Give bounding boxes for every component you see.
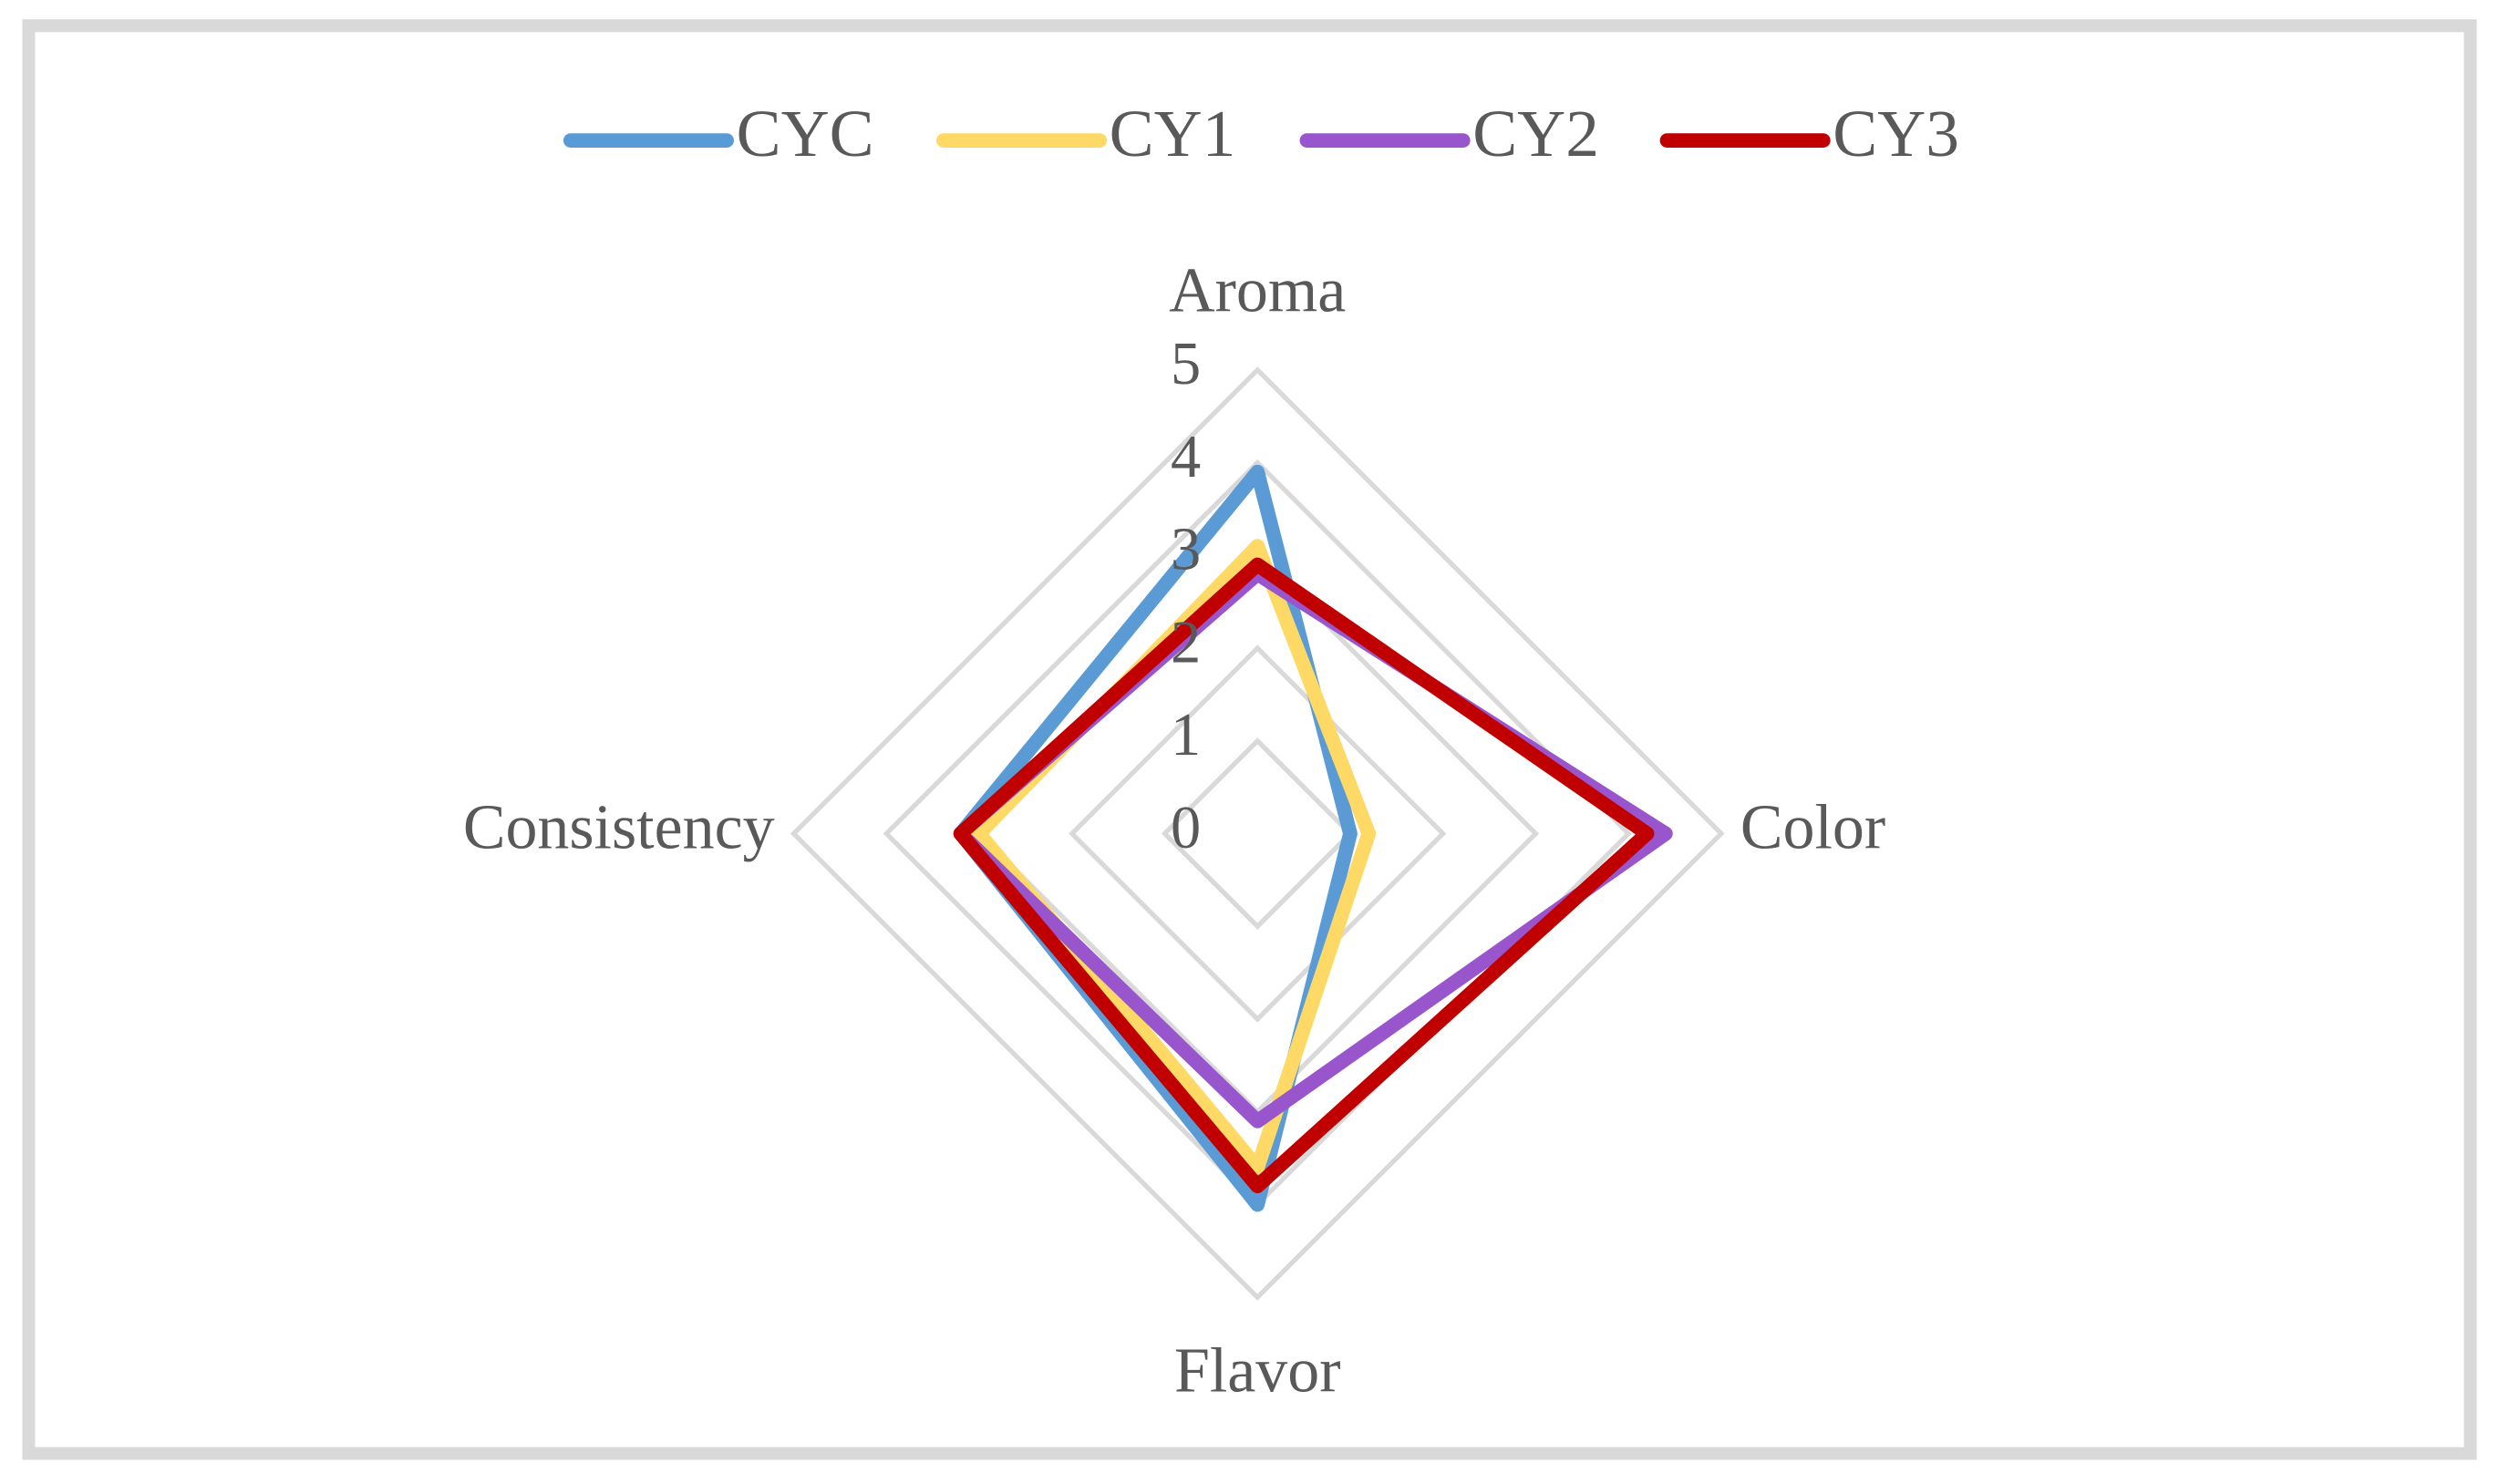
chart-frame xyxy=(22,19,2477,1460)
r-tick-label: 2 xyxy=(1171,609,1201,675)
series-line xyxy=(953,557,1655,1193)
grid-ring xyxy=(1161,737,1354,930)
legend-label: CY3 xyxy=(1833,97,1959,170)
category-label: Flavor xyxy=(1174,1336,1341,1407)
r-tick-label: 3 xyxy=(1171,517,1201,583)
r-tick-label: 4 xyxy=(1171,424,1201,490)
grid-ring xyxy=(790,366,1725,1301)
legend-label: CY1 xyxy=(1110,97,1236,170)
r-tick-label: 5 xyxy=(1171,331,1201,397)
category-label: Consistency xyxy=(463,793,775,863)
r-tick-label: 0 xyxy=(1171,795,1201,861)
legend-label: CYC xyxy=(737,97,874,170)
legend-label: CY2 xyxy=(1472,97,1599,170)
series-layer xyxy=(953,464,1673,1212)
grid-ring xyxy=(1069,644,1447,1023)
r-tick-label: 1 xyxy=(1171,702,1201,768)
category-label: Aroma xyxy=(1169,255,1346,325)
category-label: Color xyxy=(1740,793,1885,863)
